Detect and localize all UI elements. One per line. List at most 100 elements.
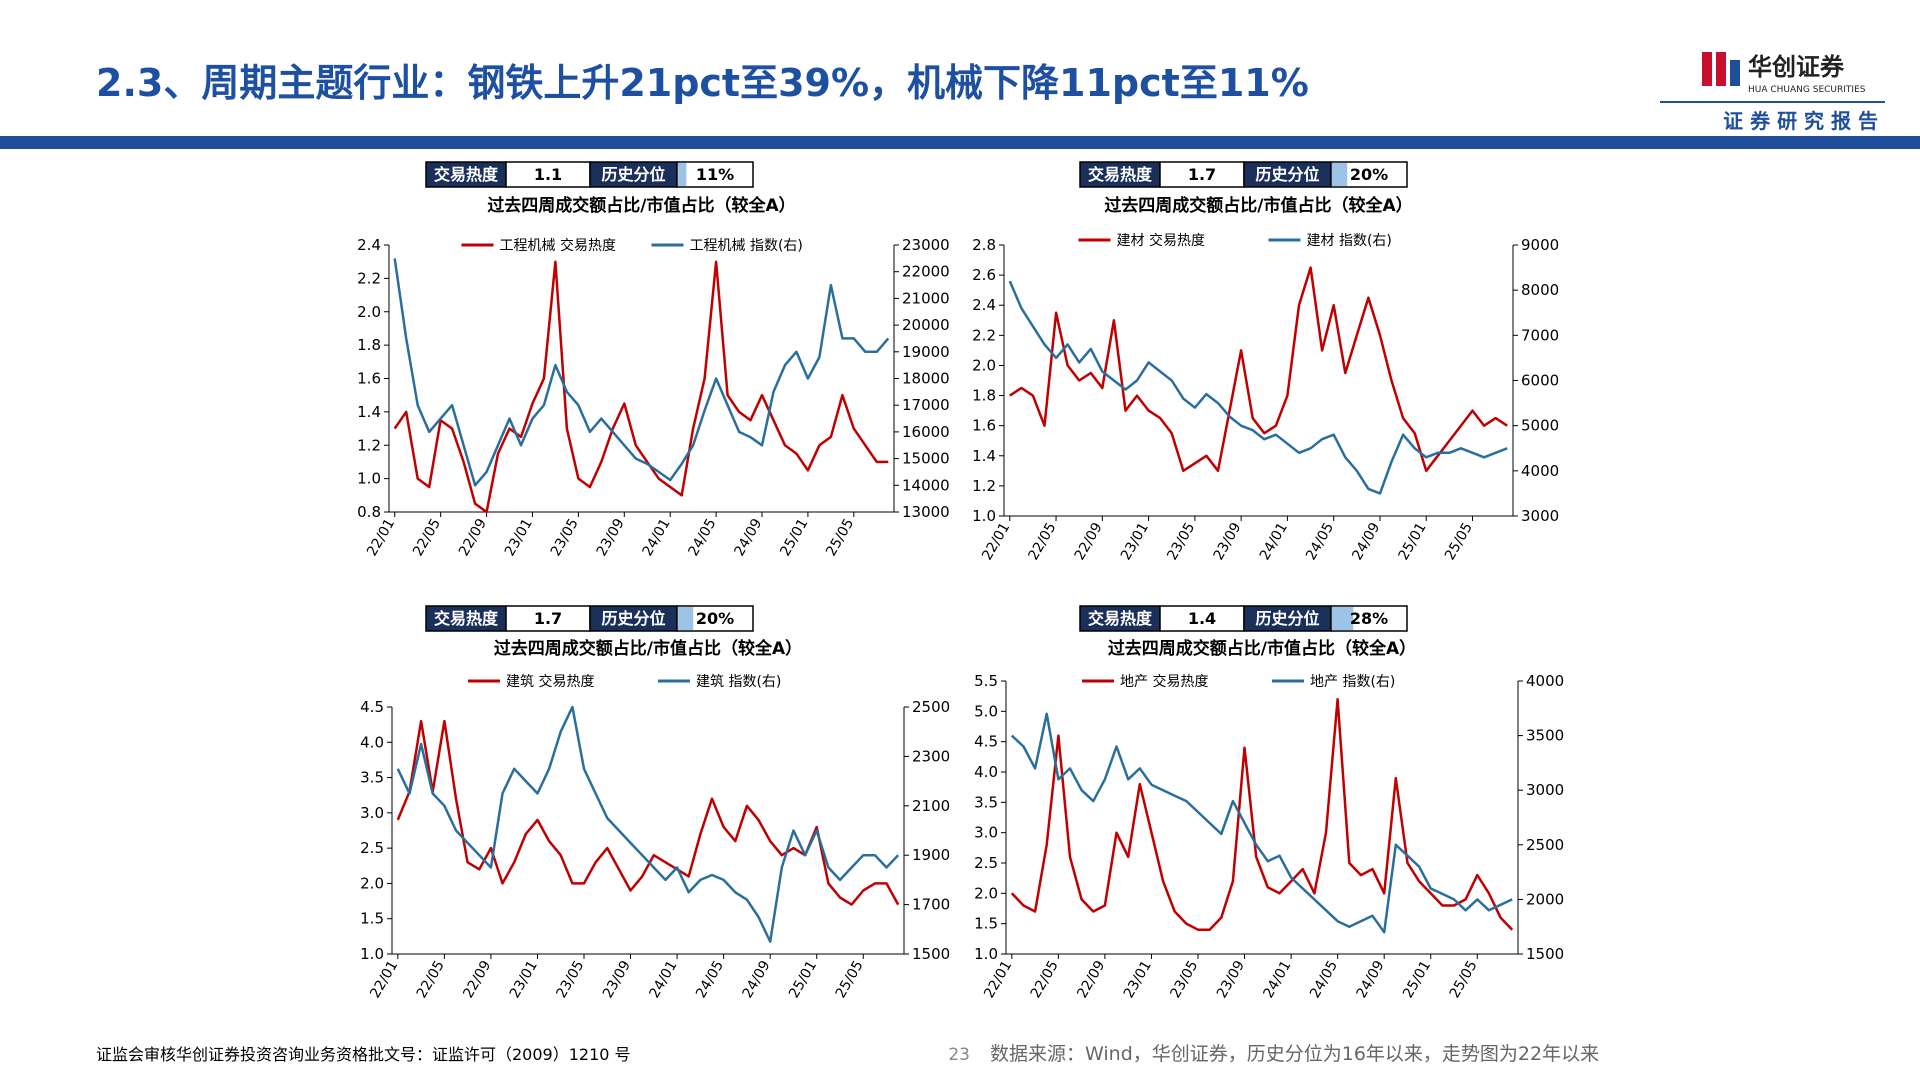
y-tick-label: 2.0 <box>360 874 384 892</box>
x-tick-label: 24/01 <box>647 958 681 1001</box>
x-tick-label: 24/05 <box>686 516 720 559</box>
chart-title: 过去四周成交额占比/市值占比（较全A） <box>487 195 795 216</box>
brand-en: HUA CHUANG SECURITIES <box>1748 85 1866 95</box>
legend-label: 建筑 交易热度 <box>506 673 594 690</box>
badge-cell <box>589 605 678 632</box>
y2-tick-label: 18000 <box>902 370 950 388</box>
chart-title: 过去四周成交额占比/市值占比（较全A） <box>494 638 802 659</box>
y-tick-label: 1.0 <box>972 507 996 525</box>
page-number: 23 <box>948 1045 970 1065</box>
y-tick-label: 2.4 <box>357 236 381 254</box>
y-tick-label: 1.8 <box>972 387 996 405</box>
x-tick-label: 22/01 <box>979 520 1013 563</box>
x-tick-label: 25/05 <box>823 516 857 559</box>
y2-tick-label: 13000 <box>902 503 950 521</box>
y-tick-label: 1.5 <box>974 915 998 933</box>
x-tick-label: 22/09 <box>456 516 490 559</box>
y-tick-label: 4.0 <box>974 763 998 781</box>
slide-title: 2.3、周期主题行业：钢铁上升21pct至39%，机械下降11pct至11% <box>96 61 1309 105</box>
badge-cell <box>505 161 591 188</box>
y2-tick-label: 1500 <box>1526 945 1564 963</box>
y2-tick-label: 17000 <box>902 396 950 414</box>
y-tick-label: 1.8 <box>357 336 381 354</box>
y-tick-label: 1.0 <box>974 945 998 963</box>
badge-cell <box>1079 161 1161 188</box>
badge-text: 20% <box>696 609 734 628</box>
y2-tick-label: 2100 <box>912 797 950 815</box>
license: 证监会审核华创证券投资咨询业务资格批文号：证监许可（2009）1210 号 <box>96 1045 631 1064</box>
y-tick-label: 1.5 <box>360 910 384 928</box>
logo <box>1702 52 1740 86</box>
y2-tick-label: 4000 <box>1526 672 1564 690</box>
x-tick-label: 24/01 <box>640 516 674 559</box>
y-tick-label: 5.0 <box>974 702 998 720</box>
badge-text: 交易热度 <box>434 609 499 628</box>
x-tick-label: 24/05 <box>1303 520 1337 563</box>
brand: 华创证券 <box>1748 53 1845 81</box>
x-tick-label: 25/01 <box>786 958 820 1001</box>
y2-tick-label: 14000 <box>902 476 950 494</box>
x-tick-label: 23/05 <box>553 958 587 1001</box>
chart-title: 过去四周成交额占比/市值占比（较全A） <box>1104 195 1412 216</box>
series-line <box>1010 697 1514 931</box>
x-tick-label: 24/05 <box>1307 958 1341 1001</box>
y-tick-label: 1.6 <box>972 417 996 435</box>
badge-text: 11% <box>696 165 734 184</box>
badge-cell <box>676 161 754 188</box>
y-tick-label: 4.0 <box>360 733 384 751</box>
y2-tick-label: 4000 <box>1521 462 1559 480</box>
legend-label: 建筑 指数(右) <box>696 674 781 690</box>
y2-tick-label: 2300 <box>912 747 950 765</box>
badge-cell <box>1159 161 1245 188</box>
y-tick-label: 0.8 <box>357 503 381 521</box>
source: 数据来源：Wind，华创证券，历史分位为16年以来，走势图为22年以来 <box>990 1043 1599 1065</box>
y2-tick-label: 16000 <box>902 423 950 441</box>
y-tick-label: 2.8 <box>972 236 996 254</box>
x-tick-label: 24/05 <box>693 958 727 1001</box>
x-tick-label: 22/05 <box>414 958 448 1001</box>
y-tick-label: 4.5 <box>360 698 384 716</box>
x-tick-label: 24/09 <box>1354 958 1388 1001</box>
legend-label: 建材 交易热度 <box>1117 232 1205 249</box>
x-tick-label: 23/01 <box>502 516 536 559</box>
y-tick-label: 2.6 <box>972 266 996 284</box>
legend-label: 地产 交易热度 <box>1120 673 1208 690</box>
x-tick-label: 22/09 <box>1074 958 1108 1001</box>
x-tick-label: 24/01 <box>1261 958 1295 1001</box>
badge-text: 交易热度 <box>1088 609 1153 628</box>
y2-tick-label: 2500 <box>1526 836 1564 854</box>
rank-fill <box>678 163 687 186</box>
y2-tick-label: 3000 <box>1521 507 1559 525</box>
y-tick-label: 3.0 <box>974 824 998 842</box>
badge-text: 1.4 <box>1188 609 1216 628</box>
y2-tick-label: 7000 <box>1521 326 1559 344</box>
x-tick-label: 23/05 <box>1164 520 1198 563</box>
badge-text: 交易热度 <box>1088 165 1153 184</box>
x-tick-label: 22/01 <box>981 958 1015 1001</box>
y2-tick-label: 1500 <box>912 945 950 963</box>
y2-tick-label: 8000 <box>1521 281 1559 299</box>
legend-label: 地产 指数(右) <box>1310 674 1395 690</box>
y-tick-label: 4.5 <box>974 733 998 751</box>
header-band <box>0 136 1920 149</box>
y-tick-label: 2.5 <box>360 839 384 857</box>
x-tick-label: 23/05 <box>548 516 582 559</box>
badge-text: 1.7 <box>534 609 562 628</box>
badge-text: 历史分位 <box>601 609 665 628</box>
y-tick-label: 1.6 <box>357 370 381 388</box>
x-tick-label: 23/09 <box>600 958 634 1001</box>
badge-text: 历史分位 <box>1255 609 1319 628</box>
x-tick-label: 22/01 <box>364 516 398 559</box>
x-tick-label: 22/05 <box>1025 520 1059 563</box>
badge-text: 历史分位 <box>601 165 665 184</box>
y-tick-label: 1.4 <box>357 403 381 421</box>
badge-text: 1.1 <box>534 165 562 184</box>
badge-text: 20% <box>1350 165 1388 184</box>
x-tick-label: 25/05 <box>1442 520 1476 563</box>
y2-tick-label: 1900 <box>912 846 950 864</box>
badge-text: 交易热度 <box>434 165 499 184</box>
y-tick-label: 2.0 <box>974 884 998 902</box>
series-line <box>396 719 900 906</box>
badge-text: 1.7 <box>1188 165 1216 184</box>
y2-tick-label: 23000 <box>902 236 950 254</box>
